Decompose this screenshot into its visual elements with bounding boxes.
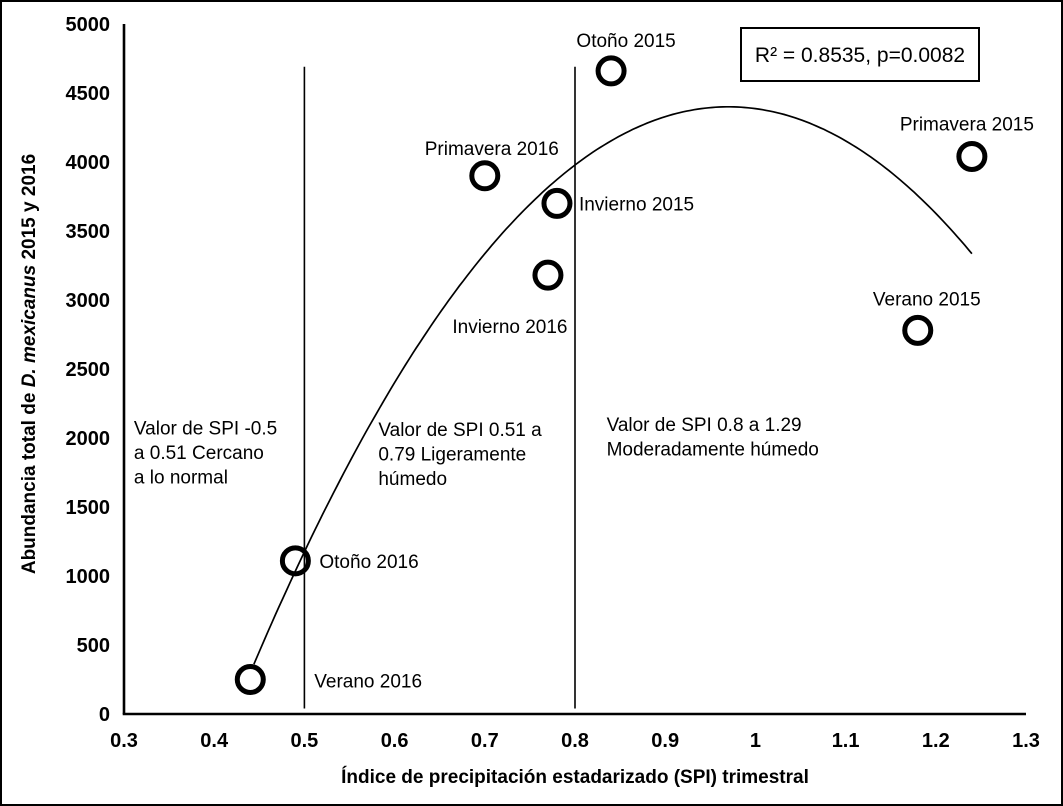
y-tick-label: 2000 — [66, 428, 111, 450]
x-tick-label: 0.6 — [381, 730, 409, 752]
y-axis-title: Abundancia total de D. mexicanus 2015 y … — [19, 154, 40, 574]
x-tick-label: 1 — [750, 730, 761, 752]
y-tick-label: 1500 — [66, 497, 111, 519]
data-point-marker — [279, 545, 311, 577]
x-tick-label: 1.2 — [922, 730, 950, 752]
x-tick-label: 1.1 — [832, 730, 860, 752]
zone-annotation-line: Valor de SPI 0.8 a 1.29 — [607, 415, 802, 436]
x-tick-label: 0.4 — [200, 730, 229, 752]
y-tick-label: 3500 — [66, 221, 111, 243]
data-point-label: Primavera 2015 — [900, 114, 1034, 135]
zone-annotation-line: a 0.51 Cercano — [134, 443, 264, 464]
data-point-label: Verano 2015 — [873, 289, 981, 310]
data-point-marker — [956, 140, 988, 172]
zone-annotation: Valor de SPI -0.5 a 0.51 Cercano a lo norm… — [134, 419, 277, 489]
x-tick-label: 0.8 — [561, 730, 589, 752]
stats-box: R² = 0.8535, p=0.0082 — [740, 27, 980, 82]
y-axis-title-species: D. mexicanus — [19, 265, 40, 388]
data-point-label: Invierno 2015 — [579, 194, 694, 215]
zone-annotation-line: Moderadamente húmedo — [607, 440, 819, 461]
data-point-label: Verano 2016 — [314, 672, 422, 693]
y-tick-label: 1000 — [66, 566, 111, 588]
data-point-marker — [595, 55, 627, 87]
data-point-marker — [902, 314, 934, 346]
zone-annotation: Valor de SPI 0.51 a 0.79 Ligeramente húmed… — [378, 420, 542, 490]
y-axis-title-suffix: 2015 y 2016 — [19, 154, 40, 265]
stats-box-border — [740, 27, 980, 82]
y-tick-label: 3000 — [66, 290, 111, 312]
stats-box-text: R² = 0.8535, p=0.0082 — [755, 44, 965, 67]
x-tick-label: 0.3 — [110, 730, 138, 752]
data-point-label: Invierno 2016 — [452, 317, 567, 338]
x-tick-label: 0.5 — [290, 730, 318, 752]
y-axis-title-prefix: Abundancia total de — [19, 387, 40, 574]
zone-annotation: Valor de SPI 0.8 a 1.29 Moderadamente húm… — [607, 415, 819, 461]
x-tick-label: 0.7 — [471, 730, 499, 752]
data-point-marker — [532, 259, 564, 291]
zone-annotation-line: a lo normal — [134, 468, 228, 489]
x-tick-label: 1.3 — [1012, 730, 1040, 752]
x-tick-label: 0.9 — [651, 730, 679, 752]
chart-underlay — [253, 66, 973, 709]
zone-annotation-line: Valor de SPI -0.5 — [134, 419, 277, 440]
trend-curve — [253, 105, 973, 665]
data-point-label: Otoño 2016 — [319, 552, 418, 573]
zone-annotation-line: húmedo — [378, 469, 447, 490]
data-point-marker — [541, 187, 573, 219]
data-point-label: Otoño 2015 — [576, 31, 675, 52]
y-tick-label: 5000 — [66, 14, 111, 36]
zone-annotation-line: 0.79 Ligeramente — [378, 445, 526, 466]
y-tick-label: 0 — [99, 704, 110, 726]
data-point-label: Primavera 2016 — [425, 139, 559, 160]
y-tick-label: 500 — [77, 635, 110, 657]
zone-annotation-line: Valor de SPI 0.51 a — [378, 420, 542, 441]
y-tick-label: 4500 — [66, 83, 111, 105]
y-tick-label: 2500 — [66, 359, 111, 381]
x-axis-title: Índice de precipitación estadarizado (SP… — [341, 766, 809, 788]
y-tick-label: 4000 — [66, 152, 111, 174]
data-point-marker — [234, 664, 266, 695]
chart-content: 0 500 1000 1500 2000 2500 3000 3500 4000 4500 5000… — [66, 14, 1040, 752]
data-point-marker — [469, 160, 501, 192]
